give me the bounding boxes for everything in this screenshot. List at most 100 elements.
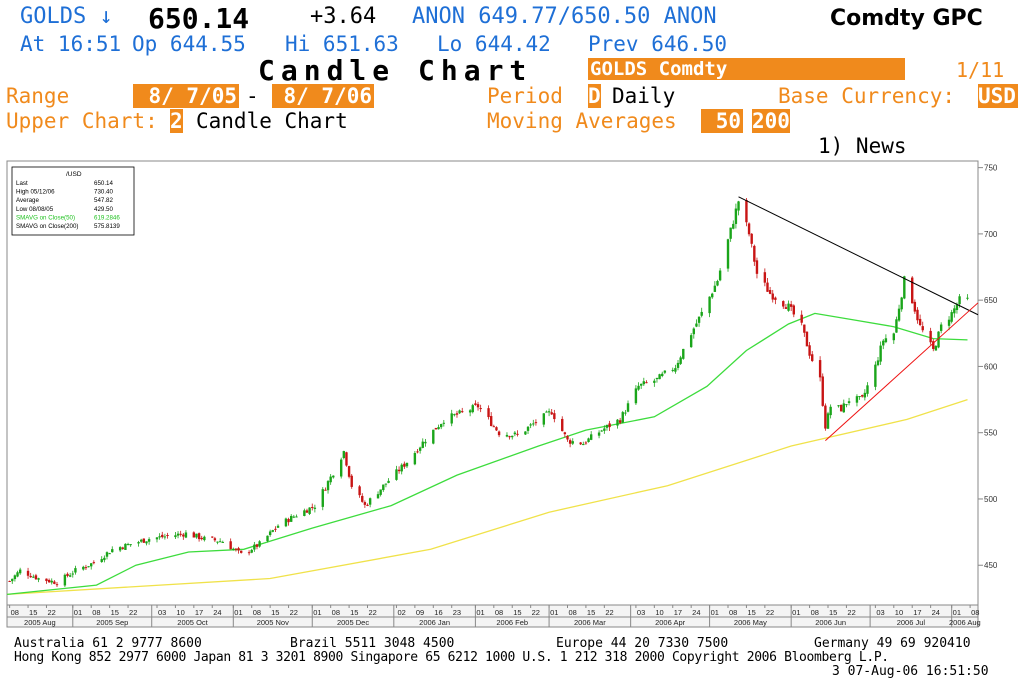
candle-body — [782, 301, 785, 307]
ticker: GOLDS ↓ — [20, 4, 113, 29]
candle-body — [900, 297, 903, 310]
candle-body — [439, 424, 443, 428]
candle-body — [634, 388, 638, 404]
candle-body — [800, 314, 803, 323]
candle-body — [124, 543, 127, 550]
candle-body — [947, 319, 951, 326]
candle-body — [184, 532, 188, 538]
candle-body — [874, 364, 877, 387]
candle-body — [197, 533, 201, 540]
candle-body — [932, 341, 935, 349]
x-day-label: 22 — [766, 608, 774, 617]
candle-body — [839, 404, 843, 412]
candle-body — [166, 535, 169, 537]
candle-body — [587, 438, 590, 442]
x-day-label: 24 — [692, 608, 700, 617]
candle-body — [532, 423, 535, 425]
candle-body — [376, 494, 380, 499]
prev-close: Prev 646.50 — [588, 32, 728, 56]
candle-body — [505, 434, 509, 437]
x-day-label: 22 — [369, 608, 377, 617]
x-day-label: 24 — [932, 608, 940, 617]
news-link[interactable]: 1) News — [818, 134, 907, 158]
x-day-label: 08 — [568, 608, 576, 617]
x-day-label: 10 — [655, 608, 663, 617]
x-day-label: 10 — [895, 608, 903, 617]
candle-body — [253, 544, 256, 550]
x-month-label: 2005 Nov — [257, 618, 289, 627]
contact-europe: Europe 44 20 7330 7500 — [556, 636, 729, 651]
x-day-label: 08 — [971, 608, 979, 617]
candle-body — [621, 412, 624, 423]
candle-body — [792, 305, 795, 315]
candle-body — [718, 270, 722, 281]
candle-body — [655, 377, 659, 380]
candle-body — [550, 412, 553, 415]
candle-body — [192, 532, 196, 538]
range-start-field[interactable]: 8/ 7/05 — [133, 84, 239, 108]
candle-body — [542, 413, 546, 425]
candle-body — [229, 541, 232, 550]
candle-body — [563, 432, 567, 435]
x-month-label: 2006 May — [734, 618, 767, 627]
security-field[interactable]: GOLDS Comdty — [588, 58, 905, 80]
candle-body — [582, 444, 585, 446]
candle-body — [529, 424, 532, 426]
x-day-label: 01 — [953, 608, 961, 617]
candle-body — [568, 440, 572, 444]
candle-body — [884, 338, 888, 343]
candle-body — [645, 382, 648, 384]
candle-body — [953, 308, 956, 314]
candle-body — [418, 447, 422, 451]
candle-body — [347, 466, 351, 477]
candle-body — [589, 434, 593, 440]
legend-box — [11, 166, 135, 236]
candle-chart: 450 500 550 600 650 700 750 08 15 22 01 08 15 22 03 10… — [6, 160, 998, 628]
period-code-field[interactable]: D — [588, 84, 601, 108]
candle-body — [939, 324, 943, 331]
candle-body — [679, 357, 682, 364]
candle-body — [639, 383, 643, 386]
candle-body — [726, 239, 730, 269]
x-day-label: 23 — [453, 608, 461, 617]
x-month-label: 2005 Aug — [24, 618, 56, 627]
ma1-field[interactable]: 50 — [701, 109, 743, 133]
candle-body — [287, 519, 290, 523]
y-axis: 450 500 550 600 650 700 750 — [978, 164, 998, 570]
candle-body — [129, 544, 132, 546]
x-day-label: 01 — [74, 608, 82, 617]
candle-body — [934, 345, 938, 351]
candle-body — [237, 548, 240, 551]
upper-chart-label: Upper Chart: — [6, 109, 158, 133]
ma2-field[interactable]: 200 — [752, 109, 790, 133]
candle-body — [313, 507, 317, 509]
candle-body — [842, 403, 845, 413]
candle-body — [161, 534, 164, 538]
range-dash: - — [246, 84, 259, 108]
x-month-label: 2006 Mar — [574, 618, 606, 627]
candle-body — [103, 557, 106, 561]
low-price: Lo 644.42 — [437, 32, 551, 56]
candle-body — [142, 538, 146, 543]
upper-chart-code-field[interactable]: 2 — [170, 109, 183, 133]
x-month-label: 2006 Feb — [496, 618, 528, 627]
candle-body — [958, 296, 961, 305]
x-day-label: 15 — [513, 608, 521, 617]
base-currency-field[interactable]: USD — [978, 84, 1018, 108]
candle-body — [45, 578, 48, 582]
range-end-field[interactable]: 8/ 7/06 — [272, 84, 374, 108]
candle-body — [92, 562, 96, 564]
legend-row-value: 575.8139 — [94, 223, 120, 230]
candle-body — [805, 331, 809, 347]
function-code: Comdty GPC — [830, 6, 983, 31]
candle-body — [950, 312, 953, 322]
x-month-label: 2006 Apr — [655, 618, 686, 627]
candle-body — [461, 411, 464, 413]
candle-body — [676, 362, 680, 368]
candle-body — [495, 427, 498, 431]
candle-body — [413, 453, 417, 465]
x-day-label: 15 — [587, 608, 595, 617]
page-number: 1/11 — [956, 58, 1005, 82]
candle-body — [747, 223, 751, 235]
x-day-label: 15 — [747, 608, 755, 617]
